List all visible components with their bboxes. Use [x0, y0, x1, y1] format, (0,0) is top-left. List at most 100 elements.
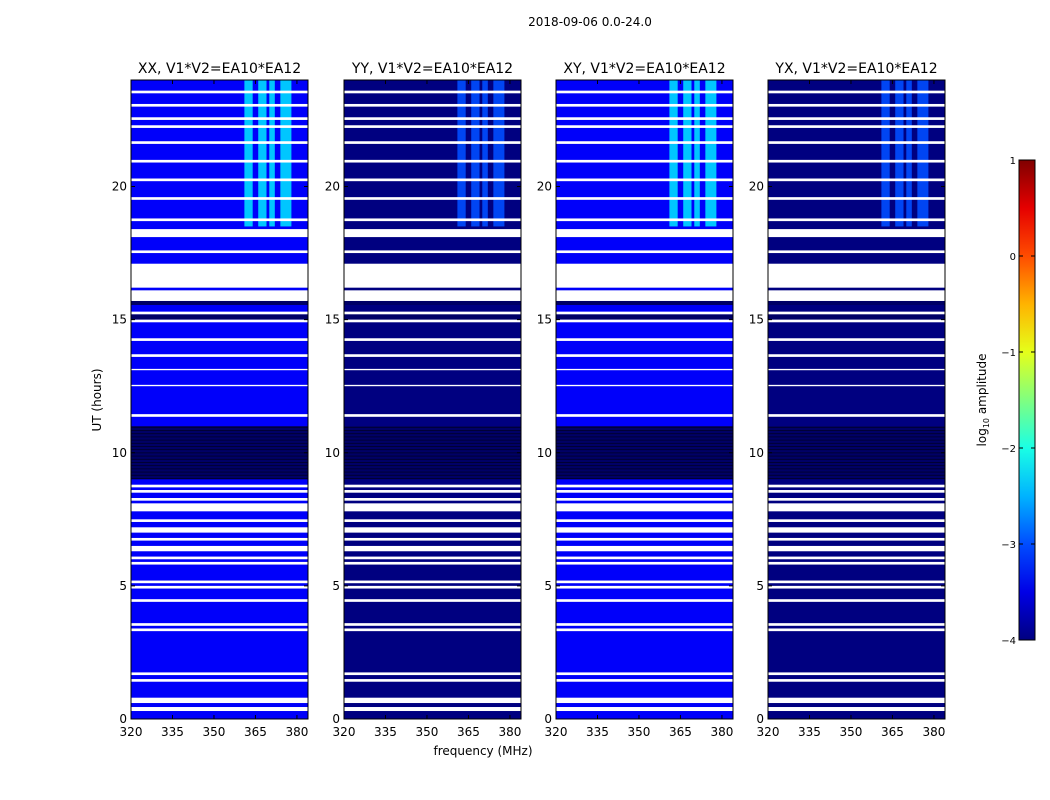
dark-stripe [556, 462, 733, 463]
flagged-band [556, 537, 733, 541]
rfi-column [269, 80, 275, 227]
dark-stripe [768, 458, 945, 460]
flagged-band [556, 218, 733, 222]
flagged-band [344, 90, 521, 94]
flagged-band [556, 628, 733, 632]
dark-stripe [131, 426, 308, 428]
x-tick-label: 350 [416, 725, 439, 739]
flagged-band [344, 503, 521, 512]
flagged-band [556, 585, 733, 589]
dark-stripe [556, 433, 733, 435]
flagged-band [768, 707, 945, 712]
x-tick-label: 320 [757, 725, 780, 739]
rfi-column [471, 80, 480, 227]
colorbar-tick-label: −4 [1001, 636, 1016, 647]
flagged-band [344, 229, 521, 238]
dark-stripe [556, 474, 733, 476]
flagged-band [131, 697, 308, 704]
flagged-band [768, 672, 945, 676]
flagged-band [344, 290, 521, 301]
dark-stripe [131, 468, 308, 470]
colorbar-tick-label: 1 [1010, 156, 1016, 167]
panel-background [556, 80, 733, 719]
flagged-band [344, 414, 521, 417]
dark-stripe [344, 426, 521, 428]
x-tick-label: 365 [457, 725, 480, 739]
dark-stripe [556, 471, 733, 473]
flagged-band [344, 159, 521, 163]
y-tick-label: 20 [749, 180, 764, 194]
flagged-band [768, 503, 945, 512]
dark-stripe [556, 436, 733, 438]
dark-stripe [768, 465, 945, 467]
flagged-band [556, 103, 733, 107]
flagged-band [768, 117, 945, 120]
flagged-band [768, 197, 945, 200]
flagged-band [131, 545, 308, 552]
flagged-band [131, 141, 308, 144]
flagged-band [768, 178, 945, 182]
flagged-band [131, 197, 308, 200]
flagged-band [768, 490, 945, 493]
flagged-band [768, 384, 945, 387]
flagged-band [344, 311, 521, 315]
x-tick-label: 320 [333, 725, 356, 739]
y-tick-label: 5 [332, 579, 340, 593]
flagged-band [768, 319, 945, 323]
y-tick-label: 0 [119, 712, 127, 726]
y-tick-label: 15 [325, 313, 340, 327]
flagged-band [556, 599, 733, 602]
x-tick-label: 320 [120, 725, 143, 739]
dark-stripe [768, 446, 945, 447]
dark-stripe [768, 474, 945, 476]
dark-band [768, 314, 945, 320]
flagged-band [556, 197, 733, 200]
flagged-band [556, 556, 733, 560]
dark-stripe [131, 436, 308, 438]
flagged-band [768, 338, 945, 341]
flagged-band [344, 498, 521, 501]
dark-stripe [131, 462, 308, 463]
dark-stripe [556, 430, 733, 431]
flagged-band [344, 319, 521, 323]
flagged-band [556, 117, 733, 120]
x-tick-label: 350 [628, 725, 651, 739]
dark-stripe [131, 471, 308, 473]
flagged-band [344, 545, 521, 552]
y-tick-label: 20 [325, 180, 340, 194]
flagged-band [131, 229, 308, 238]
rfi-column [493, 80, 505, 227]
panel-1: YY, V1*V2=EA10*EA12 320 335 350 365 380 0 5 10 15… [325, 61, 522, 739]
flagged-band [768, 368, 945, 371]
dark-band [556, 300, 733, 305]
flagged-band [768, 141, 945, 144]
flagged-band [344, 218, 521, 222]
panel-frame [767, 79, 946, 720]
flagged-band [768, 311, 945, 315]
flagged-band [344, 679, 521, 682]
x-tick-label: 335 [586, 725, 609, 739]
dark-stripe [131, 442, 308, 444]
flagged-band [131, 159, 308, 163]
dark-stripe [556, 426, 733, 428]
flagged-band [768, 519, 945, 522]
flagged-band [768, 484, 945, 488]
flagged-band [556, 290, 733, 301]
flagged-band [768, 354, 945, 357]
dark-stripe [768, 468, 945, 470]
flagged-band [768, 218, 945, 222]
flagged-band [768, 679, 945, 682]
flagged-band [131, 125, 308, 128]
flagged-band [344, 103, 521, 107]
flagged-band [344, 623, 521, 626]
flagged-band [556, 484, 733, 488]
rfi-column [917, 80, 929, 227]
flagged-band [768, 537, 945, 541]
flagged-band [556, 319, 733, 323]
dark-stripe [556, 468, 733, 470]
y-tick-label: 0 [544, 712, 552, 726]
flagged-band [131, 585, 308, 589]
x-tick-label: 380 [498, 725, 521, 739]
dark-stripe [131, 478, 308, 479]
